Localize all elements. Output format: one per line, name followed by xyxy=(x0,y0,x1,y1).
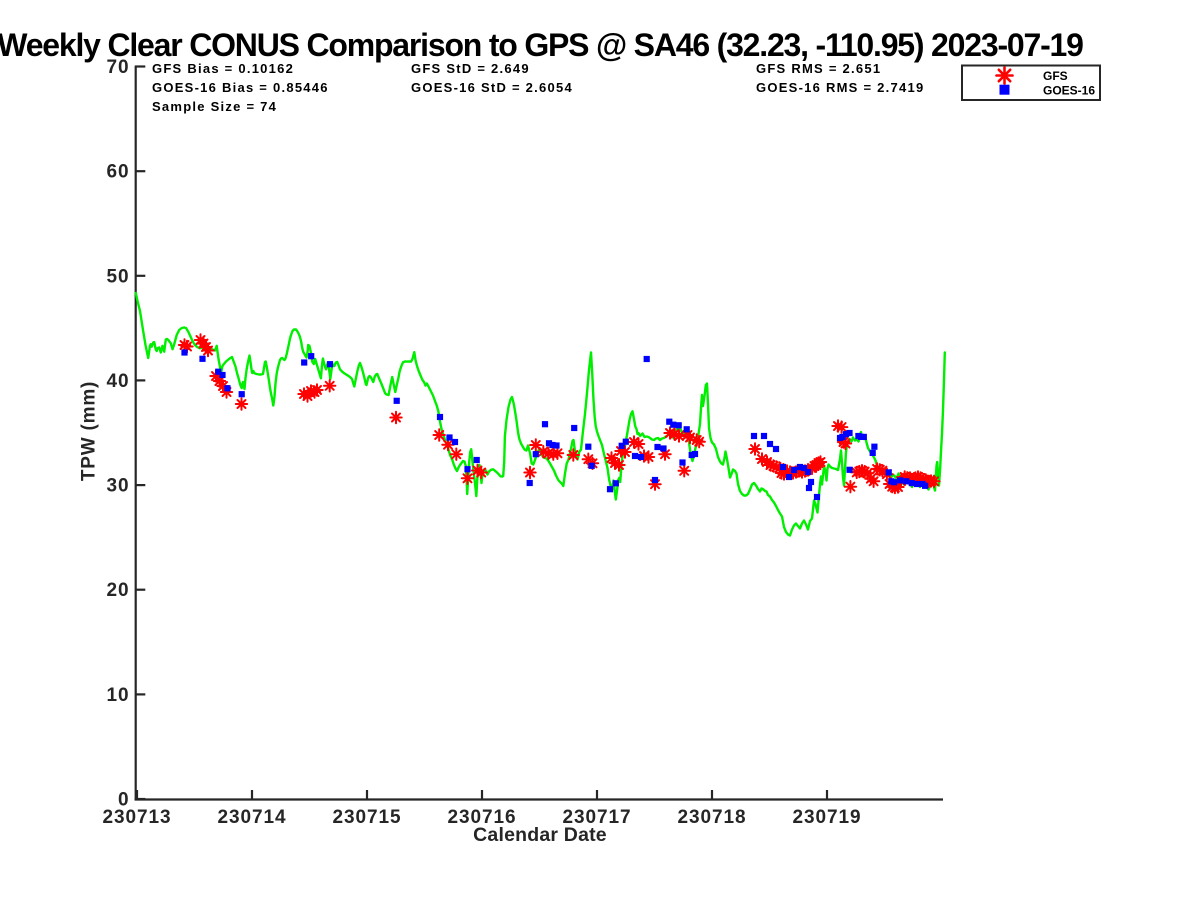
svg-text:Sample Size = 74: Sample Size = 74 xyxy=(152,99,277,114)
svg-text:70: 70 xyxy=(106,57,129,78)
svg-text:GFS Bias = 0.10162: GFS Bias = 0.10162 xyxy=(152,61,294,76)
svg-text:GFS StD = 2.649: GFS StD = 2.649 xyxy=(411,61,530,76)
svg-text:GFS RMS = 2.651: GFS RMS = 2.651 xyxy=(756,61,881,76)
svg-text:230713: 230713 xyxy=(102,807,171,828)
svg-text:GOES-16 RMS = 2.7419: GOES-16 RMS = 2.7419 xyxy=(756,80,924,95)
svg-text:230719: 230719 xyxy=(792,807,861,828)
svg-text:20: 20 xyxy=(106,580,129,601)
svg-text:TPW (mm): TPW (mm) xyxy=(79,381,100,481)
svg-text:GFS: GFS xyxy=(1043,69,1068,83)
svg-text:230716: 230716 xyxy=(447,807,516,828)
svg-text:GOES-16 Bias = 0.85446: GOES-16 Bias = 0.85446 xyxy=(152,80,329,95)
svg-text:Calendar Date: Calendar Date xyxy=(473,824,607,846)
svg-text:60: 60 xyxy=(106,162,129,183)
svg-text:230717: 230717 xyxy=(562,807,631,828)
svg-text:30: 30 xyxy=(106,476,129,497)
svg-text:GOES-16 StD = 2.6054: GOES-16 StD = 2.6054 xyxy=(411,80,573,95)
svg-text:Weekly Clear CONUS Comparison: Weekly Clear CONUS Comparison to GPS @ S… xyxy=(0,27,1083,63)
svg-text:GOES-16: GOES-16 xyxy=(1043,83,1095,97)
svg-text:230714: 230714 xyxy=(217,807,286,828)
svg-text:0: 0 xyxy=(118,790,130,811)
svg-text:230715: 230715 xyxy=(332,807,401,828)
svg-text:10: 10 xyxy=(106,685,129,706)
svg-text:230718: 230718 xyxy=(677,807,746,828)
svg-text:40: 40 xyxy=(106,371,129,392)
svg-text:50: 50 xyxy=(106,266,129,287)
